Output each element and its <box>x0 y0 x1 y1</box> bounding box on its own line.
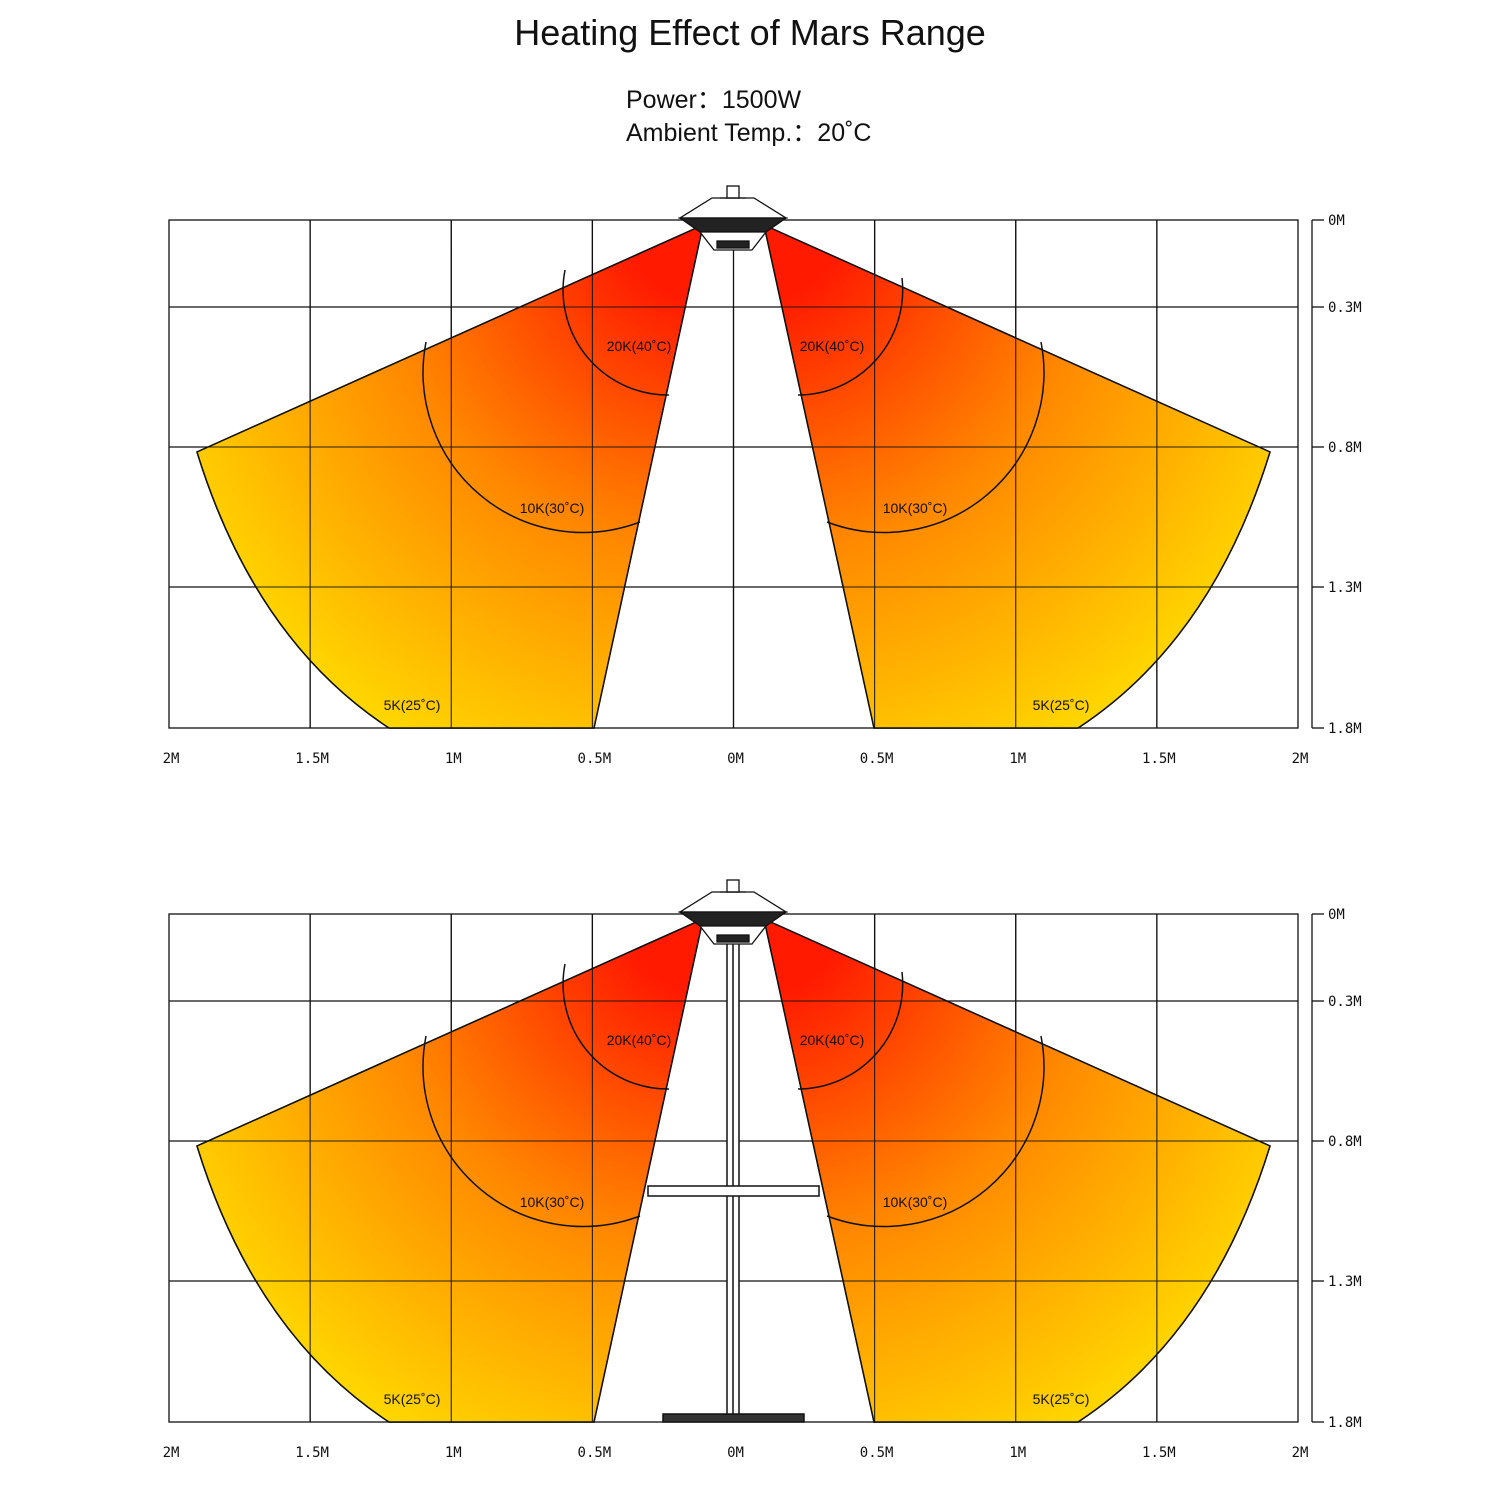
x-axis-label: 2M <box>163 751 180 767</box>
x-axis-label: 1.5M <box>295 751 329 767</box>
heater-icon <box>677 879 789 945</box>
y-axis-label: 0.8M <box>1328 1134 1362 1150</box>
heat-zone-left-overlay <box>196 223 705 729</box>
heat-zone-right-overlay <box>762 223 1271 729</box>
y-axis-label: 1.3M <box>1328 1274 1362 1290</box>
y-axis-label: 1.8M <box>1328 1415 1362 1431</box>
heater-mount <box>726 879 740 893</box>
zone-label-5k-left: 5K(25˚C) <box>384 1391 441 1407</box>
heater-hood <box>677 891 789 913</box>
ambient-temp-spec: Ambient Temp.：20˚C <box>626 119 872 147</box>
heater-lamps <box>716 240 750 249</box>
x-axis-label: 1.5M <box>295 1445 329 1461</box>
heater-grille <box>677 217 789 233</box>
heater-grille <box>677 911 789 927</box>
x-axis-label: 0M <box>727 751 744 767</box>
stand-base <box>662 1413 805 1423</box>
x-axis-label: 1.5M <box>1142 1445 1176 1461</box>
heater-mount <box>726 185 740 199</box>
zone-20k-boundary-left <box>562 963 670 1090</box>
zone-10k-boundary-right <box>826 1035 1045 1228</box>
zone-20k-boundary-right <box>797 971 904 1090</box>
hanging-heater-diagram: 20K(40˚C) 20K(40˚C) 10K(30˚C) 10K(30˚C) 5K(2… <box>163 185 1362 767</box>
x-axis-label: 1.5M <box>1142 751 1176 767</box>
y-axis-label: 0.8M <box>1328 440 1362 456</box>
zone-label-5k-right: 5K(25˚C) <box>1033 697 1090 713</box>
diagram-title: Heating Effect of Mars Range <box>514 12 986 53</box>
zone-label-20k-right: 20K(40˚C) <box>800 338 865 354</box>
heat-zone-right-overlay <box>762 917 1271 1423</box>
y-axis-label: 0M <box>1328 213 1345 229</box>
x-axis-label: 1M <box>1009 1445 1026 1461</box>
zone-10k-boundary-left <box>422 1035 641 1228</box>
x-axis-label: 1M <box>445 1445 462 1461</box>
zone-10k-boundary-right <box>826 341 1045 534</box>
y-axis-label: 0.3M <box>1328 994 1362 1010</box>
zone-label-10k-left: 10K(30˚C) <box>520 1194 585 1210</box>
heater-lamps <box>716 934 750 943</box>
grid-overlay <box>169 914 1298 1422</box>
stand-table <box>647 1185 820 1197</box>
y-axis-label: 1.3M <box>1328 580 1362 596</box>
zone-label-5k-right: 5K(25˚C) <box>1033 1391 1090 1407</box>
zone-boundaries <box>422 269 1045 534</box>
x-axis-label: 1M <box>1009 751 1026 767</box>
zone-label-20k-right: 20K(40˚C) <box>800 1032 865 1048</box>
x-axis-label: 2M <box>1292 751 1309 767</box>
x-axis-label: 1M <box>445 751 462 767</box>
y-axis-label: 0.3M <box>1328 300 1362 316</box>
heater-icon <box>677 185 789 251</box>
x-axis-label: 2M <box>1292 1445 1309 1461</box>
y-axis-label: 0M <box>1328 907 1345 923</box>
grid-overlay <box>169 220 1298 728</box>
zone-label-10k-left: 10K(30˚C) <box>520 500 585 516</box>
zone-label-10k-right: 10K(30˚C) <box>883 500 948 516</box>
x-axis-label: 0.5M <box>860 751 894 767</box>
x-axis-label: 0.5M <box>860 1445 894 1461</box>
zone-10k-boundary-left <box>422 341 641 534</box>
zone-label-20k-left: 20K(40˚C) <box>607 1032 672 1048</box>
heat-zone-left-overlay <box>196 917 705 1423</box>
depth-ruler <box>1311 219 1324 729</box>
zone-boundaries <box>422 963 1045 1228</box>
x-axis-label: 2M <box>163 1445 180 1461</box>
power-spec: Power：1500W <box>626 86 802 114</box>
zone-label-5k-left: 5K(25˚C) <box>384 697 441 713</box>
zone-20k-boundary-left <box>562 269 670 396</box>
zone-label-10k-right: 10K(30˚C) <box>883 1194 948 1210</box>
heater-stand <box>647 941 820 1423</box>
x-axis-label: 0.5M <box>578 751 612 767</box>
x-axis-label: 0.5M <box>578 1445 612 1461</box>
standing-heater-diagram: 20K(40˚C) 20K(40˚C) 10K(30˚C) 10K(30˚C) 5K(2… <box>163 879 1362 1461</box>
y-axis-label: 1.8M <box>1328 721 1362 737</box>
heater-hood <box>677 197 789 219</box>
depth-ruler <box>1311 913 1324 1423</box>
zone-label-20k-left: 20K(40˚C) <box>607 338 672 354</box>
x-axis-label: 0M <box>727 1445 744 1461</box>
zone-20k-boundary-right <box>797 277 904 396</box>
